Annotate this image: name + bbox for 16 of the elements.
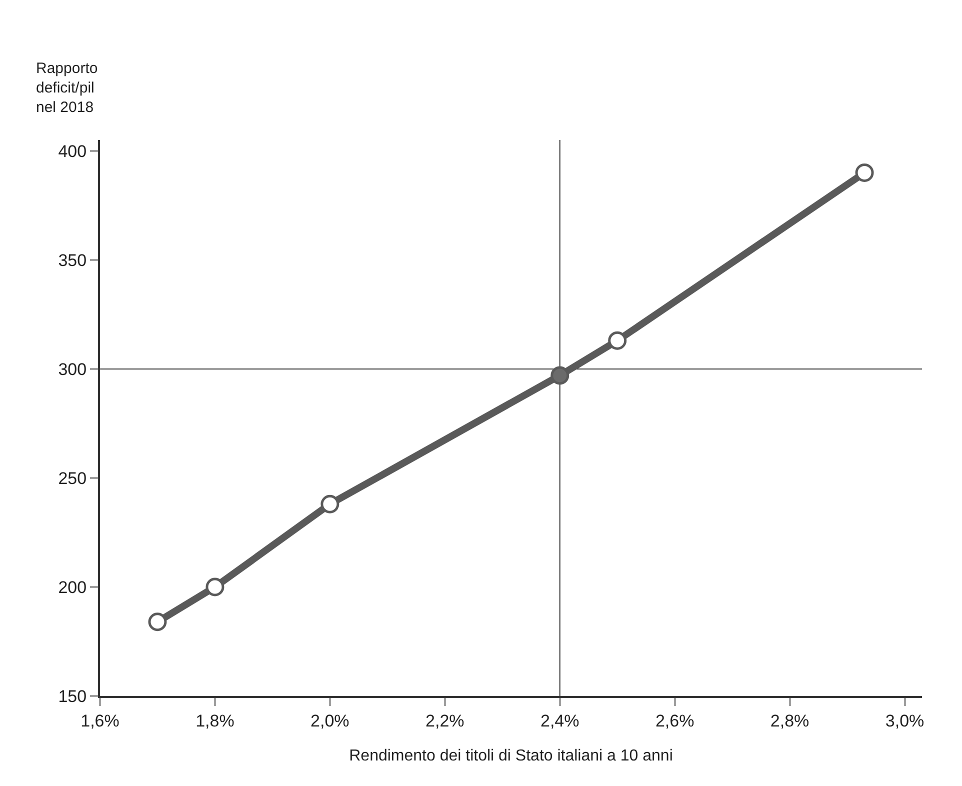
x-tick-label: 2,4% (540, 711, 580, 730)
y-tick-label: 200 (58, 578, 87, 597)
x-tick-label: 1,6% (80, 711, 120, 730)
x-tick-label: 2,6% (655, 711, 694, 730)
y-tick-label: 150 (58, 686, 87, 706)
x-tick-label: 2,0% (310, 711, 350, 730)
x-tick-label: 2,2% (426, 711, 464, 730)
y-axis-title: Rapporto deficit/pil nel 2018 (36, 60, 98, 116)
y-tick-label: 300 (58, 360, 87, 379)
y-tick-label: 350 (58, 250, 87, 270)
x-tick-label: 2,8% (770, 711, 810, 730)
y-tick-label: 250 (58, 468, 87, 488)
y-tick-label: 400 (58, 142, 87, 161)
x-tick-label: 3,0% (885, 711, 924, 730)
x-tick-label: 1,8% (196, 711, 234, 730)
x-axis-title: Rendimento dei titoli di Stato italiani a 10 anni (349, 748, 673, 765)
